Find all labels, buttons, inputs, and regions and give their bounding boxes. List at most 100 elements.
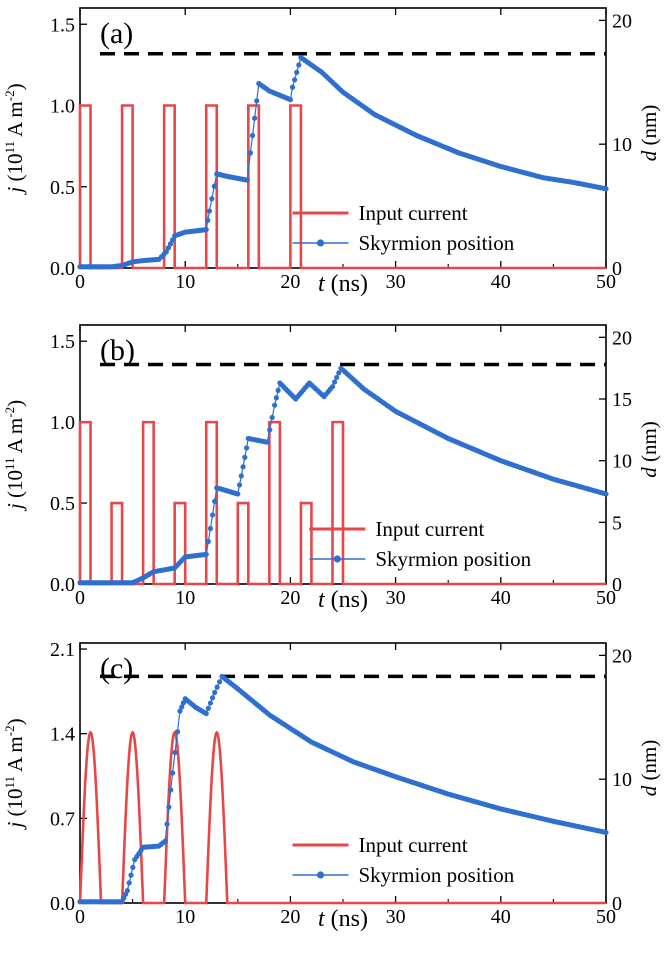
skyrmion-point: [206, 208, 212, 214]
legend-skyrmion-marker: [316, 871, 325, 879]
skyrmion-point: [203, 227, 209, 233]
skyrmion-point: [212, 689, 218, 696]
legend-skyrmion-label: Skyrmion position: [375, 547, 531, 571]
x-tick-label: 30: [386, 587, 406, 609]
y-axis-label-right: d (nm): [637, 105, 661, 162]
x-tick-label: 0: [75, 587, 85, 609]
skyrmion-point: [214, 684, 220, 690]
skyrmion-point: [205, 217, 211, 223]
x-tick-label: 20: [280, 271, 300, 293]
x-axis-label: t (ns): [318, 906, 368, 932]
x-axis-label: t (ns): [318, 271, 368, 297]
skyrmion-point: [174, 729, 181, 735]
skyrmion-point: [294, 69, 300, 75]
skyrmion-point: [331, 379, 338, 385]
chart-panel-b: 0 10 20 30 40 50 0.0 0.5 1.0 1.5 0 5 10 15 20 j (1011 A…: [2, 324, 661, 613]
skyrmion-point: [236, 482, 243, 488]
skyrmion-point: [289, 84, 296, 90]
legend-current-label: Input current: [359, 201, 468, 225]
skyrmion-point: [252, 115, 258, 121]
skyrmion-point: [336, 370, 342, 376]
skyrmion-point: [603, 829, 609, 836]
skyrmion-point: [334, 374, 340, 381]
skyrmion-point: [238, 473, 244, 479]
y-tick-label-right: 20: [612, 327, 632, 349]
skyrmion-point: [243, 445, 250, 451]
skyrmion-point: [163, 249, 169, 255]
skyrmion-point: [244, 177, 250, 183]
skyrmion-point: [242, 454, 248, 460]
skyrmion-point: [124, 888, 130, 894]
legend-skyrmion-label: Skyrmion position: [359, 863, 515, 887]
panel-tag: (c): [100, 652, 133, 685]
x-tick-label: 50: [596, 587, 616, 609]
legend-skyrmion-label: Skyrmion position: [359, 231, 515, 255]
y-tick-label-right: 10: [612, 451, 632, 473]
y-tick-label-right: 0: [612, 574, 622, 596]
skyrmion-point: [130, 864, 136, 871]
y-axis-label-left: j (1011 A m-2): [2, 718, 27, 830]
y-tick-label-right: 10: [612, 134, 632, 156]
y-tick-label-right: 15: [612, 389, 632, 411]
x-tick-label: 10: [175, 271, 195, 293]
skyrmion-point: [179, 704, 185, 710]
skyrmion-point: [207, 525, 214, 532]
x-tick-label: 40: [491, 271, 511, 293]
x-tick-label: 0: [75, 906, 85, 928]
skyrmion-series-line: [80, 675, 607, 903]
skyrmion-point: [603, 491, 609, 497]
skyrmion-point: [169, 770, 176, 776]
y-tick-label-left: 0.0: [50, 258, 75, 280]
skyrmion-point: [169, 237, 176, 243]
skyrmion-point: [203, 551, 209, 558]
x-tick-label: 10: [175, 906, 195, 928]
y-tick-label-left: 1.0: [50, 96, 75, 118]
skyrmion-point: [172, 749, 178, 755]
x-tick-label: 30: [386, 906, 406, 928]
y-tick-label-left: 0.0: [50, 574, 75, 596]
skyrmion-point: [275, 387, 281, 393]
skyrmion-point: [167, 241, 174, 247]
skyrmion-point: [269, 414, 275, 421]
skyrmion-point: [203, 710, 209, 717]
y-tick-label-right: 20: [612, 10, 632, 32]
skyrmion-point: [292, 77, 298, 83]
y-tick-label-left: 2.1: [50, 639, 75, 661]
x-tick-label: 50: [596, 271, 616, 293]
y-tick-label-left: 1.5: [50, 14, 75, 36]
chart-panel-a: 0 10 20 30 40 50 0.0 0.5 1.0 1.5 0 10 20 j (1011 A m-…: [2, 7, 661, 297]
skyrmion-point: [247, 150, 254, 156]
skyrmion-point: [249, 132, 256, 139]
panel-tag: (a): [100, 17, 133, 50]
skyrmion-point: [329, 384, 336, 390]
x-axis-label: t (ns): [318, 587, 368, 613]
skyrmion-point: [212, 498, 218, 504]
x-tick-label: 0: [75, 271, 85, 293]
skyrmion-point: [267, 427, 273, 433]
skyrmion-point: [164, 821, 170, 827]
y-tick-label-left: 1.5: [50, 331, 75, 353]
chart-panel-c: 0 10 20 30 40 50 0.0 0.7 1.4 2.1 0 10 20 j (1011 A m-…: [2, 639, 661, 932]
y-tick-label-left: 0.0: [50, 893, 75, 915]
x-tick-label: 40: [491, 906, 511, 928]
panel-tag: (b): [100, 334, 135, 367]
input-current-series: [78, 420, 606, 586]
skyrmion-point: [209, 196, 215, 202]
skyrmion-point: [165, 245, 171, 251]
skyrmion-point: [168, 787, 174, 793]
skyrmion-point: [235, 491, 241, 497]
skyrmion-point: [216, 679, 223, 685]
skyrmion-point: [209, 695, 216, 701]
skyrmion-point: [209, 512, 216, 518]
y-axis-label-left: j (1011 A m-2): [2, 83, 27, 195]
skyrmion-point: [126, 880, 132, 886]
legend-skyrmion-marker: [316, 239, 325, 247]
x-tick-label: 20: [280, 587, 300, 609]
x-tick-label: 20: [280, 906, 300, 928]
legend-current-label: Input current: [359, 833, 468, 857]
skyrmion-point: [128, 872, 134, 878]
x-tick-label: 30: [386, 271, 406, 293]
y-tick-label-left: 0.7: [50, 808, 75, 830]
skyrmion-point: [296, 62, 302, 68]
